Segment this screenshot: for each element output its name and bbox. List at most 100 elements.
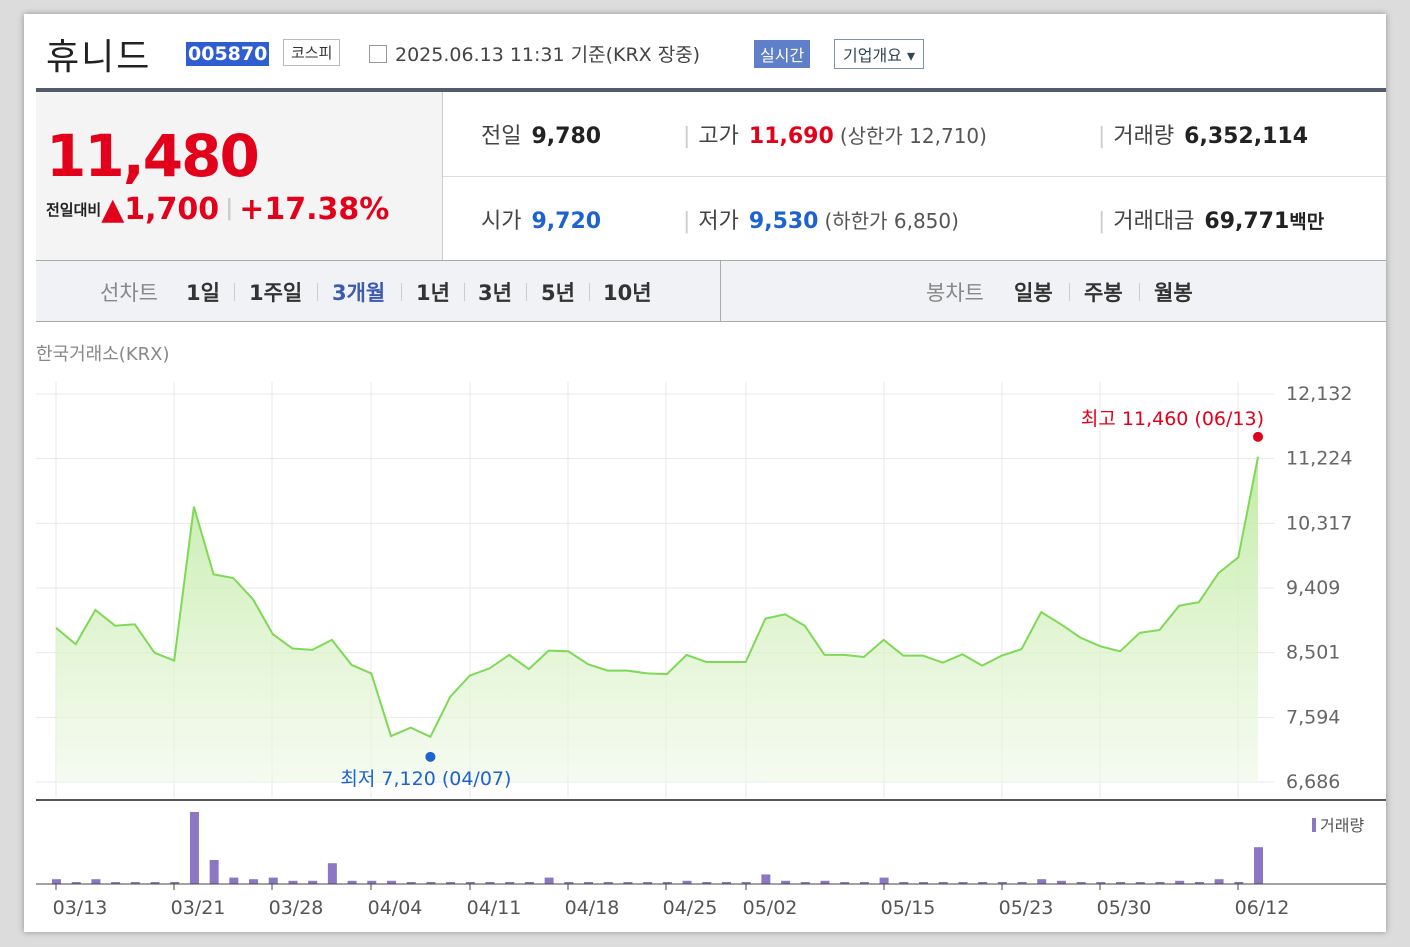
x-tick-label: 04/04	[368, 897, 423, 919]
volume-bar	[1135, 882, 1145, 884]
tab-daily[interactable]: 일봉	[1014, 281, 1053, 305]
volume-bar	[682, 880, 692, 884]
volume-bar	[150, 882, 160, 884]
volume-bar	[1254, 847, 1263, 884]
timestamp: 2025.06.13 11:31 기준(KRX 장중)	[369, 40, 700, 67]
price-box: 11,480 전일대비▲1,700 | +17.38%	[36, 92, 443, 260]
volume-bar	[938, 882, 948, 884]
volume-bar	[1056, 880, 1066, 884]
volume-bar	[130, 882, 140, 884]
min-point	[425, 751, 436, 762]
x-tick-label: 03/21	[171, 897, 226, 919]
tab-5y[interactable]: 5년	[541, 281, 575, 305]
volume-bar	[781, 880, 791, 884]
x-tick-label: 05/23	[999, 897, 1054, 919]
volume-bar	[1037, 879, 1047, 884]
volume-bar	[111, 882, 121, 884]
x-tick-label: 04/25	[663, 897, 718, 919]
volume-bar	[741, 882, 751, 884]
volume-bar	[899, 882, 909, 884]
volume-bar	[978, 882, 988, 884]
tab-10y[interactable]: 10년	[603, 281, 652, 305]
y-tick-label: 11,224	[1286, 448, 1352, 470]
max-label: 최고 11,460 (06/13)	[1081, 408, 1264, 430]
chart-tabs: 선차트 1일 1주일 3개월 1년 3년 5년 10년 봉차트 일봉 주봉 월봉	[36, 260, 1386, 322]
volume-bar	[406, 882, 416, 884]
max-point	[1253, 431, 1263, 442]
volume-bar	[446, 882, 456, 884]
volume-bar	[1076, 882, 1086, 884]
tab-3m[interactable]: 3개월	[332, 281, 386, 305]
y-tick-label: 7,594	[1286, 706, 1340, 728]
volume-bar	[800, 882, 810, 884]
stats-table: 전일 9,780 | 고가 11,690 (상한가 12,710) | 거래량 6,352,…	[443, 92, 1386, 260]
volume-bar	[820, 880, 830, 884]
price-chart: 최고 11,460 (06/13) 최저 7,120 (04/07) 12,132…	[36, 382, 1386, 919]
volume-bar	[1155, 882, 1165, 884]
volume-bar	[209, 860, 219, 884]
x-tick-label: 03/13	[53, 897, 108, 919]
volume-bar	[308, 880, 318, 884]
tab-1y[interactable]: 1년	[416, 281, 450, 305]
volume-bar	[564, 882, 574, 884]
x-tick-label: 03/28	[269, 897, 324, 919]
volume-bar	[1234, 882, 1244, 884]
volume-bar	[702, 882, 712, 884]
x-tick-label: 05/02	[743, 897, 798, 919]
stock-panel: 휴니드 005870 코스피 2025.06.13 11:31 기준(KRX 장…	[24, 14, 1386, 932]
volume-bar	[386, 880, 396, 884]
volume-bar	[603, 882, 613, 884]
volume-bar	[426, 882, 436, 884]
volume-bar	[879, 877, 889, 884]
change-label: 전일대비	[46, 201, 102, 219]
stock-code[interactable]: 005870	[186, 42, 270, 66]
tab-1d[interactable]: 1일	[186, 281, 220, 305]
volume-legend-swatch	[1312, 818, 1316, 832]
volume-bar	[189, 812, 199, 884]
realtime-button[interactable]: 실시간	[754, 40, 811, 68]
calendar-icon	[369, 45, 387, 63]
tab-1w[interactable]: 1주일	[249, 281, 303, 305]
volume-bar	[584, 882, 594, 884]
tab-3y[interactable]: 3년	[478, 281, 512, 305]
line-chart-tabs: 선차트 1일 1주일 3개월 1년 3년 5년 10년	[36, 261, 721, 321]
volume-bar	[761, 874, 771, 884]
volume-bar	[1116, 882, 1126, 884]
volume-bar	[721, 882, 731, 884]
current-price: 11,480	[46, 122, 260, 190]
timestamp-text: 2025.06.13 11:31 기준(KRX 장중)	[395, 44, 701, 66]
source-label: 한국거래소(KRX)	[36, 344, 170, 365]
volume-bar	[485, 882, 495, 884]
volume-bar	[170, 882, 180, 884]
volume-bar	[91, 879, 101, 884]
prev-close: 전일 9,780	[481, 124, 602, 149]
volume-bar	[662, 882, 672, 884]
up-arrow-icon: ▲	[101, 192, 125, 227]
volume-bar	[997, 882, 1007, 884]
x-tick-label: 05/15	[881, 897, 936, 919]
volume-bar	[623, 882, 633, 884]
volume-bar	[919, 882, 929, 884]
stats-row-1: 전일 9,780 | 고가 11,690 (상한가 12,710) | 거래량 6,352,…	[443, 92, 1386, 176]
volume-bar	[288, 880, 298, 884]
min-label: 최저 7,120 (04/07)	[340, 768, 511, 790]
volume: | 거래량 6,352,114	[1098, 124, 1309, 149]
company-overview-dropdown[interactable]: 기업개요 ▾	[834, 39, 924, 69]
tab-monthly[interactable]: 월봉	[1154, 281, 1193, 305]
price-area	[56, 456, 1258, 782]
open-price: 시가 9,720	[481, 209, 602, 234]
x-tick-label: 05/30	[1097, 897, 1152, 919]
tab-weekly[interactable]: 주봉	[1084, 281, 1123, 305]
stats-row-2: 시가 9,720 | 저가 9,530 (하한가 6,850) | 거래대금 69,771백…	[443, 176, 1386, 261]
x-tick-label: 04/11	[467, 897, 522, 919]
x-tick-label: 04/18	[565, 897, 620, 919]
volume-bar	[249, 879, 259, 884]
line-chart-label: 선차트	[100, 281, 158, 305]
volume-bar	[958, 882, 968, 884]
volume-bar	[327, 863, 337, 884]
trade-amount: | 거래대금 69,771백만	[1098, 209, 1325, 234]
volume-bar	[505, 882, 515, 884]
volume-legend: 거래량	[1320, 816, 1364, 835]
y-tick-label: 10,317	[1286, 512, 1352, 534]
change-amount: 1,700	[124, 192, 220, 227]
